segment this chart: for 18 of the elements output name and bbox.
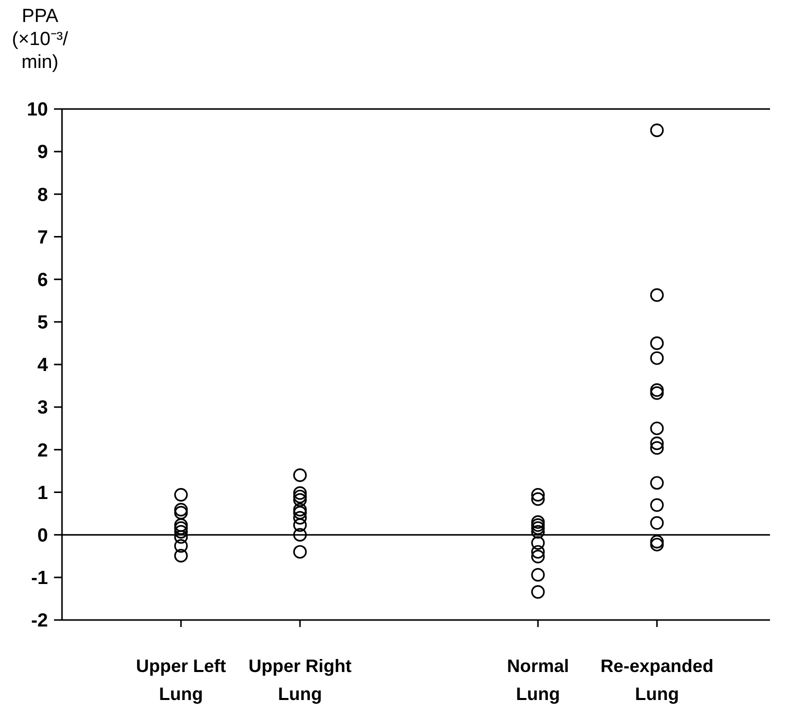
x-tick-label: Re-expanded Lung	[600, 656, 714, 704]
y-tick-label: -1	[31, 568, 48, 590]
y-tick-label: 6	[37, 270, 48, 291]
y-tick-label: 7	[37, 227, 48, 248]
y-tick-label: 2	[37, 440, 48, 462]
y-tick-label: 10	[26, 100, 48, 121]
y-tick-label: 5	[37, 312, 48, 334]
x-tick-label: Upper Right Lung	[248, 656, 352, 704]
x-tick-label: Normal Lung	[506, 656, 569, 704]
y-tick-label: 0	[37, 525, 48, 546]
y-tick-label: 1	[37, 482, 48, 504]
y-tick-label: -2	[31, 610, 48, 632]
x-tick-label: Upper Left Lung	[136, 656, 226, 704]
y-tick-label: 4	[37, 355, 48, 376]
y-tick-label: 8	[37, 184, 48, 206]
y-tick-label: 3	[37, 398, 48, 419]
y-axis-title: PPA (×10⁻³/min)	[12, 6, 69, 73]
y-tick-label: 9	[37, 142, 48, 164]
